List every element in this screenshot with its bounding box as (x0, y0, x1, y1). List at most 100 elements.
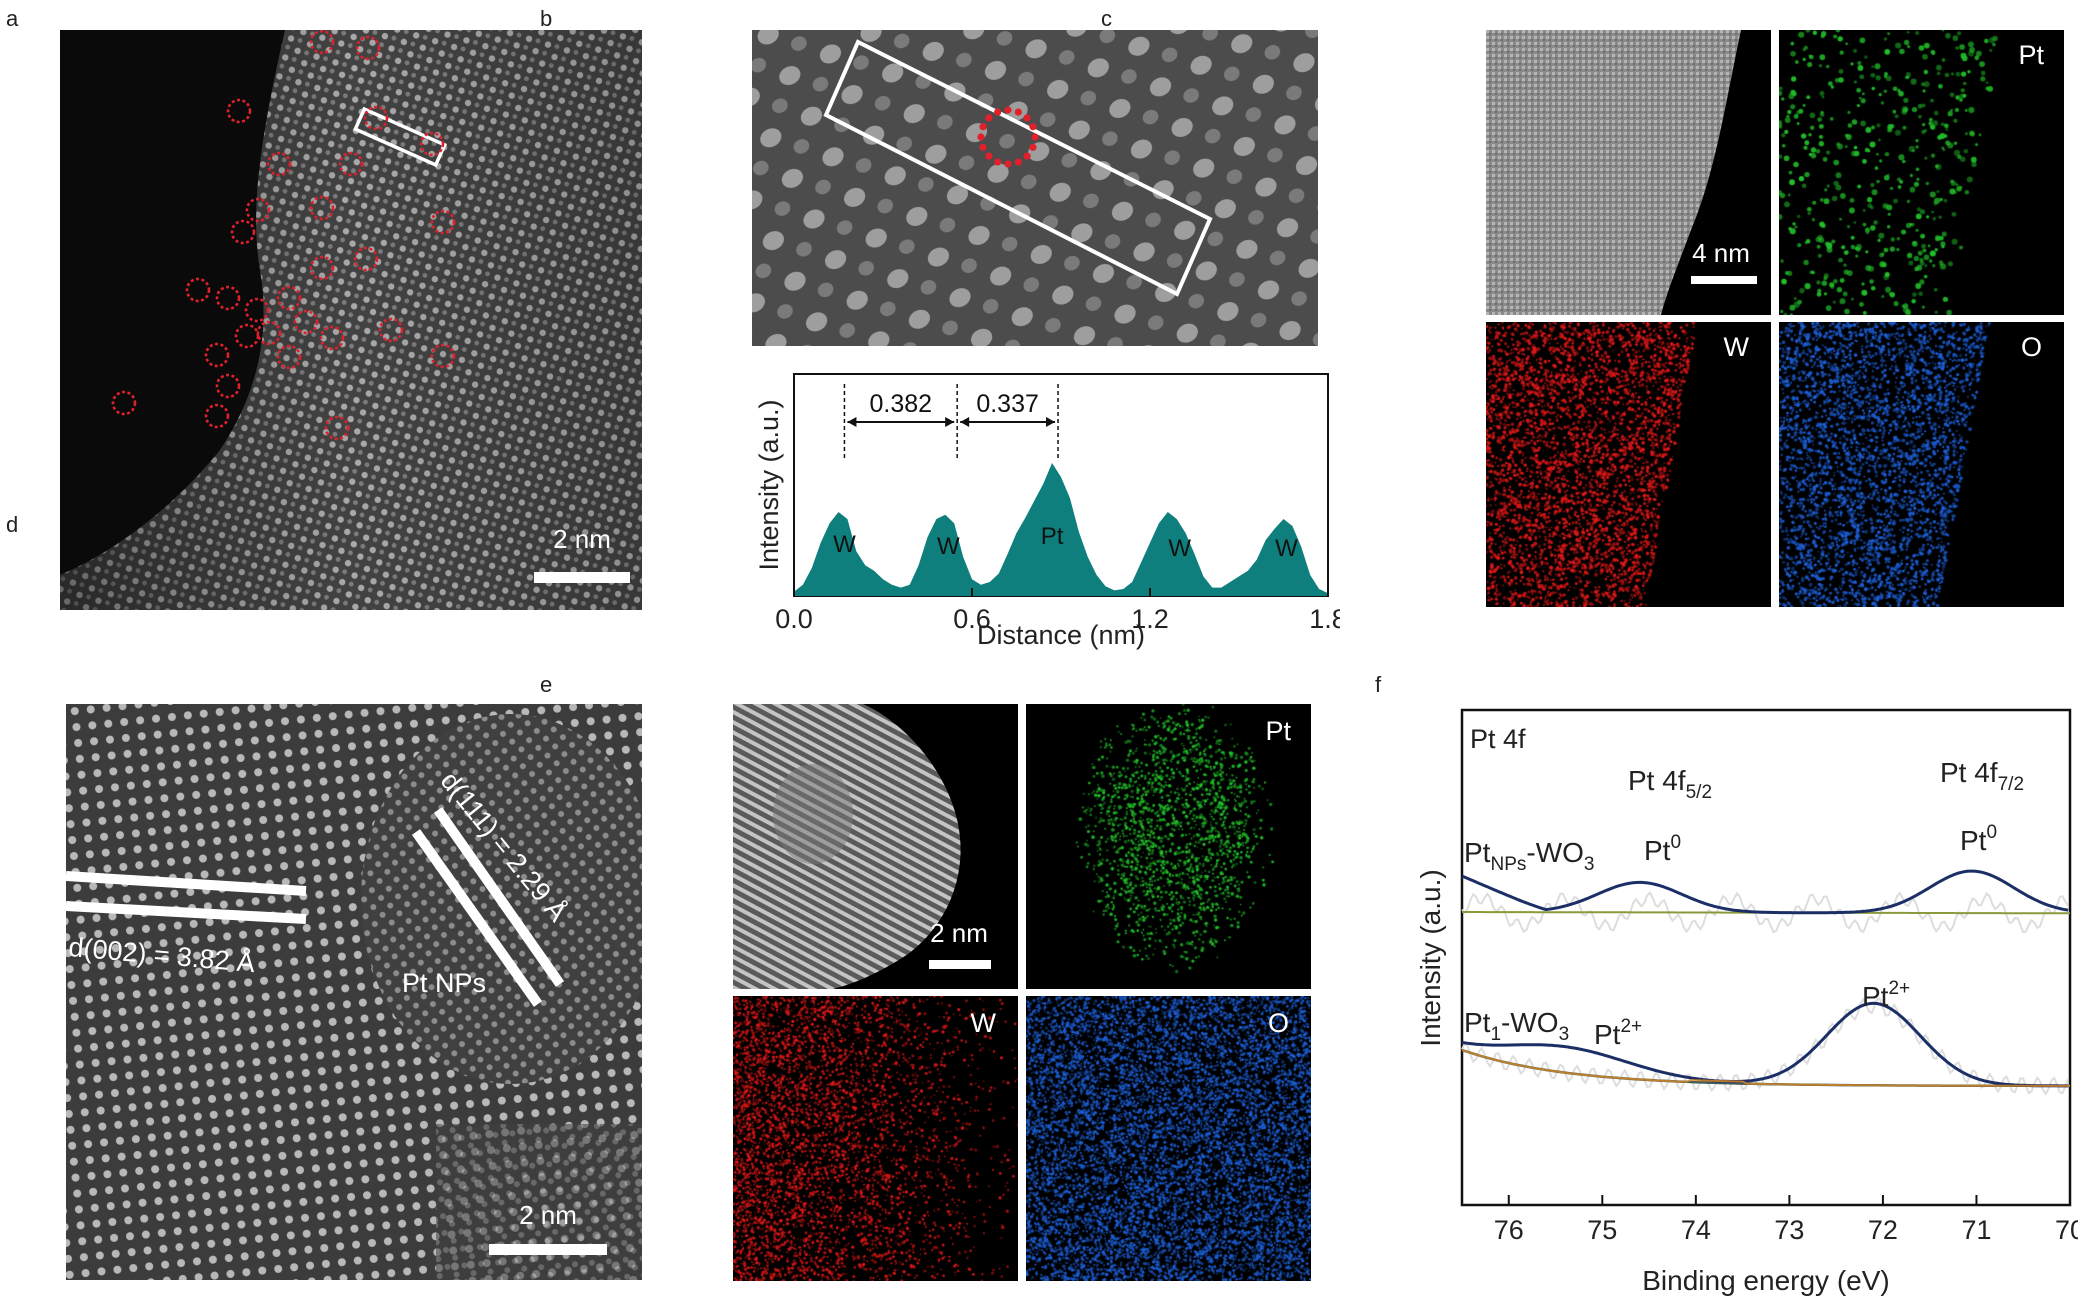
panel-d-label: d (6, 512, 19, 537)
distance-value: 0.337 (976, 390, 1039, 418)
pt2plus-label-1: Pt2+ (1594, 1016, 1642, 1050)
scale-bar (1691, 276, 1757, 284)
pt-atom-dot (985, 114, 993, 122)
y-axis-label: Intensity (a.u.) (1415, 869, 1446, 1046)
x-axis-label: Distance (nm) (977, 620, 1145, 650)
pt2plus-label-2: Pt2+ (1862, 978, 1910, 1012)
pt-atom-marker (244, 297, 270, 323)
pt-atom-dot (979, 123, 987, 131)
raw-spectrum-top (1461, 890, 2069, 934)
x-tick-label: 0.0 (775, 604, 813, 634)
component-fit (1461, 1049, 2070, 1087)
pt-atom-marker (338, 151, 364, 177)
scale-label: 4 nm (1692, 238, 1750, 268)
pt-atom-dot (1031, 133, 1039, 141)
x-tick-label: 71 (1961, 1215, 1991, 1245)
pt-atom-dot (1029, 123, 1037, 131)
x-tick-label: 72 (1868, 1215, 1898, 1245)
pt-atom-dot (1023, 152, 1031, 160)
pt-atom-marker (276, 285, 302, 311)
pt4f52-header: Pt 4f5/2 (1628, 765, 1712, 803)
x-tick-label: 76 (1494, 1215, 1524, 1245)
chart-f-frame (1460, 708, 2072, 1207)
element-label-pt: Pt (2018, 40, 2044, 70)
panel-c-o-map: O (1779, 322, 2064, 607)
pt0-label-1: Pt0 (1644, 832, 1681, 866)
peak-label: W (833, 531, 856, 558)
pt-atom-dot (1023, 114, 1031, 122)
fit-envelope-ptnps-wo3 (1461, 869, 2069, 915)
element-label-o: O (1267, 1008, 1289, 1038)
scale-label: 2 nm (930, 918, 988, 948)
panel-c-w-map: W (1486, 322, 1771, 607)
d002-line-2 (66, 901, 307, 924)
panel-a-label: a (6, 6, 19, 31)
arrow-head (960, 417, 970, 427)
peak-label: W (937, 533, 960, 560)
panel-e-o-map: O (1026, 996, 1311, 1281)
element-label-o: O (2020, 332, 2042, 362)
panel-c-label: c (1101, 6, 1112, 31)
profile-box (823, 39, 1213, 297)
panel-a-haadf-image: 2 nm (60, 30, 642, 610)
pt-atom-marker (309, 30, 335, 55)
x-axis-label: Binding energy (eV) (1642, 1265, 1889, 1296)
pt-atom-marker (234, 323, 260, 349)
pt-atom-dot (1029, 143, 1037, 151)
x-tick-label: 1.8 (1309, 604, 1340, 634)
pt-atom-marker (245, 197, 271, 223)
pt0-label-2: Pt0 (1960, 822, 1997, 856)
panel-b-line-profile-chart: 0.0 0.6 1.2 1.8 W W Pt W W 0.382 0.337 Distance … (740, 360, 1347, 660)
pt-atom-marker (111, 390, 137, 416)
pt-atom-dot (977, 133, 985, 141)
x-tick-label: 0.6 (953, 604, 991, 634)
panel-d-hrtem-image: d(002) = 3.82 Å d(111) = 2.29 Å Pt NPs 2… (66, 704, 642, 1280)
pt-atom-marker (215, 285, 241, 311)
panel-b-zoom-image (752, 30, 1318, 346)
y-axis-label: Intensity (a.u.) (754, 399, 784, 570)
pt-atom-dot (1014, 108, 1022, 116)
panel-e-w-map: W (733, 996, 1018, 1281)
x-tick-label: 74 (1681, 1215, 1711, 1245)
pt-atom-marker (353, 246, 379, 272)
panel-c-pt-map: Pt (1779, 30, 2064, 315)
pt-nps-label: Pt NPs (402, 968, 487, 998)
scale-label: 2 nm (553, 524, 611, 554)
pt-atom-marker (185, 277, 211, 303)
pt-atom-marker (204, 403, 230, 429)
d111-line-2 (411, 829, 543, 1007)
pt-atom-marker (319, 325, 345, 351)
pt-atom-marker (378, 317, 404, 343)
pt-atom-marker (276, 344, 302, 370)
panel-e-label: e (540, 672, 553, 697)
pt-atom-marker (309, 255, 335, 281)
pt-atom-dot (1004, 106, 1012, 114)
series-label-ptnps-wo3: PtNPs-WO3 (1464, 837, 1594, 875)
peak-label: W (1168, 535, 1191, 562)
panel-e-pt-map: Pt (1026, 704, 1311, 989)
panel-f-xps-chart: 76 75 74 73 72 71 70 Pt 4f Pt 4f5/2 Pt 4f7/2 P… (1388, 700, 2085, 1300)
series-label-pt1-wo3: Pt1-WO3 (1464, 1007, 1569, 1045)
pt-atom-marker (419, 131, 445, 157)
arrow-head (945, 417, 955, 427)
raw-spectrum-bottom (1461, 997, 2070, 1096)
spectrum-title: Pt 4f (1470, 724, 1526, 754)
peak-label: Pt (1041, 523, 1064, 550)
scale-bar (534, 572, 630, 583)
panel-f-label: f (1375, 672, 1382, 697)
pt-atom-marker (230, 219, 256, 245)
pt-atom-marker (430, 209, 456, 235)
pt-atom-dot (994, 108, 1002, 116)
pt-atom-marker (215, 373, 241, 399)
pt-atom-dot (985, 152, 993, 160)
pt-atom-marker (363, 105, 389, 131)
fit-envelope-pt1-wo3 (1461, 1001, 2069, 1088)
pt-atom-marker (256, 320, 282, 346)
scale-label: 2 nm (519, 1200, 577, 1230)
arrow-head (1046, 417, 1056, 427)
pt-atom-dot (1014, 158, 1022, 166)
arrow-head (847, 417, 857, 427)
pt-atom-dot (994, 158, 1002, 166)
pt-atom-marker (266, 151, 292, 177)
pt-atom-marker (309, 195, 335, 221)
